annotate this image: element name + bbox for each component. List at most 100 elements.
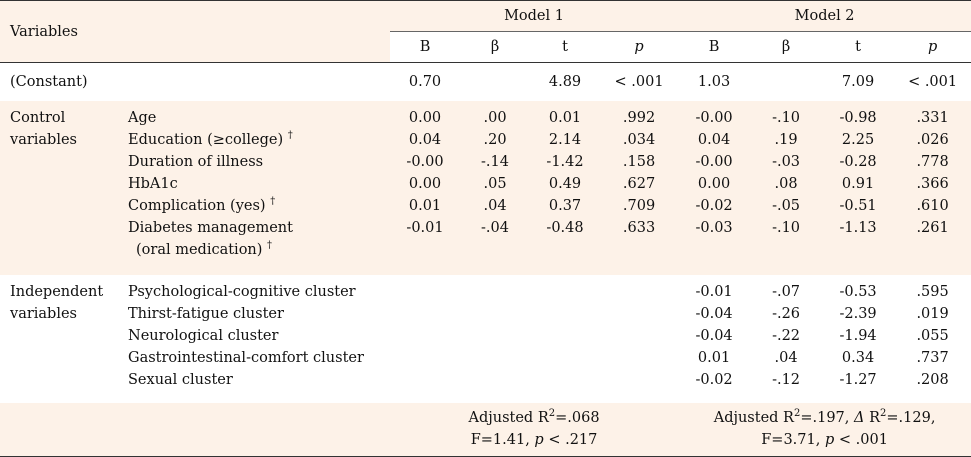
cell: 0.01 (530, 106, 601, 129)
row-label: Duration of illness (128, 150, 391, 173)
row-label: (oral medication) † (128, 238, 391, 261)
cell: .633 (600, 216, 679, 239)
table-row: variables Education (≥college) † 0.04 .2… (0, 128, 971, 151)
cell: 4.89 (548, 73, 582, 90)
cell (460, 63, 530, 101)
cell: .331 (894, 106, 971, 129)
model2-header: Model 2 (678, 0, 971, 32)
cell: -.10 (750, 106, 823, 129)
dagger-mark: † (267, 239, 273, 251)
cell: .595 (916, 283, 949, 300)
cell: .778 (894, 150, 971, 173)
col-beta-m1: β (490, 39, 500, 55)
cell: < .001 (614, 73, 664, 90)
row-label: Sexual cluster (128, 371, 233, 388)
cell: .034 (600, 128, 679, 151)
cell: 0.49 (530, 172, 601, 195)
cell: .08 (750, 172, 823, 195)
cell: 2.25 (822, 128, 895, 151)
cell: -.07 (772, 283, 801, 300)
cell: .20 (460, 128, 531, 151)
table-row: Duration of illness -0.00 -.14 -1.42 .15… (0, 150, 971, 173)
cell: .19 (750, 128, 823, 151)
cell: -.12 (772, 371, 801, 388)
cell: -.03 (750, 150, 823, 173)
header-row-1: Variables Model 1 Model 2 (0, 0, 971, 63)
cell (750, 63, 822, 101)
control-block: Control Age 0.00 .00 0.01 .992 -0.00 -.1… (0, 100, 971, 275)
cell: < .001 (908, 73, 958, 90)
cell: .05 (460, 172, 531, 195)
row-label: Education (≥college) † (128, 128, 391, 151)
model-fit-row: Adjusted R2=.068 F=1.41, p < .217 Adjust… (0, 402, 971, 457)
cell: .627 (600, 172, 679, 195)
cell: -1.94 (839, 327, 877, 344)
cell: 2.14 (530, 128, 601, 151)
cell: .158 (600, 150, 679, 173)
constant-label: (Constant) (10, 73, 88, 90)
cell: 0.04 (678, 128, 751, 151)
table-row: Complication (yes) † 0.01 .04 0.37 .709 … (0, 194, 971, 217)
row-label: Psychological-cognitive cluster (128, 283, 356, 300)
cell: -.05 (750, 194, 823, 217)
table-row: Sexual cluster -0.02 -.12 -1.27 .208 (0, 369, 971, 391)
cell: -1.13 (822, 216, 895, 239)
row-label: Thirst-fatigue cluster (128, 305, 284, 322)
row-label: Complication (yes) † (128, 194, 391, 217)
constant-row: (Constant) 0.70 4.89 < .001 1.03 7.09 < … (0, 63, 971, 101)
cell: .737 (916, 349, 949, 366)
cell: .00 (460, 106, 531, 129)
row-label: HbA1c (128, 172, 391, 195)
table-row: Gastrointestinal-comfort cluster 0.01 .0… (0, 347, 971, 369)
cell: 0.01 (697, 349, 731, 366)
cell: .709 (600, 194, 679, 217)
independent-group-label-1: Independent (10, 283, 104, 300)
independent-group-label-2: variables (10, 305, 77, 322)
cell: -.26 (772, 305, 801, 322)
model2-fit: Adjusted R2=.197, Δ R2=.129, F=3.71, p <… (678, 402, 971, 457)
cell: -0.48 (530, 216, 601, 239)
cell: -0.53 (839, 283, 877, 300)
table-row: Diabetes management -0.01 -.04 -0.48 .63… (0, 216, 971, 239)
table-row: Neurological cluster -0.04 -.22 -1.94 .0… (0, 325, 971, 347)
cell: -0.03 (678, 216, 751, 239)
header-row-2: B β t p B β t p (0, 32, 971, 63)
variables-header: Variables (0, 0, 391, 63)
cell: -0.51 (822, 194, 895, 217)
dagger-mark: † (287, 129, 293, 141)
cell: -1.27 (839, 371, 877, 388)
cell: -1.42 (530, 150, 601, 173)
cell: 0.37 (530, 194, 601, 217)
cell: 0.01 (390, 194, 461, 217)
table-row: Independent Psychological-cognitive clus… (0, 281, 971, 303)
col-p-m2: p (927, 39, 938, 55)
cell: -0.00 (678, 150, 751, 173)
row-label: Age (128, 106, 391, 129)
cell: 7.09 (841, 73, 875, 90)
cell: .019 (916, 305, 949, 322)
cell: -0.01 (695, 283, 733, 300)
control-group-label-1: Control (0, 106, 128, 129)
cell: -0.01 (390, 216, 461, 239)
cell: -0.00 (390, 150, 461, 173)
table-row: (oral medication) † (0, 238, 971, 261)
col-t-m1: t (562, 39, 568, 55)
cell: -0.02 (678, 194, 751, 217)
cell: -.14 (460, 150, 531, 173)
cell: -0.00 (678, 106, 751, 129)
cell: .04 (774, 349, 798, 366)
table-row: HbA1c 0.00 .05 0.49 .627 0.00 .08 0.91 .… (0, 172, 971, 195)
cell: 0.91 (822, 172, 895, 195)
cell: -.04 (460, 216, 531, 239)
table-row: variables Thirst-fatigue cluster -0.04 -… (0, 303, 971, 325)
cell: -.10 (750, 216, 823, 239)
cell: .055 (916, 327, 949, 344)
cell: .026 (894, 128, 971, 151)
cell: .04 (460, 194, 531, 217)
cell: -0.04 (695, 305, 733, 322)
cell: 1.03 (697, 73, 731, 90)
cell: .992 (600, 106, 679, 129)
cell: 0.04 (390, 128, 461, 151)
model1-fit: Adjusted R2=.068 F=1.41, p < .217 (390, 402, 679, 457)
